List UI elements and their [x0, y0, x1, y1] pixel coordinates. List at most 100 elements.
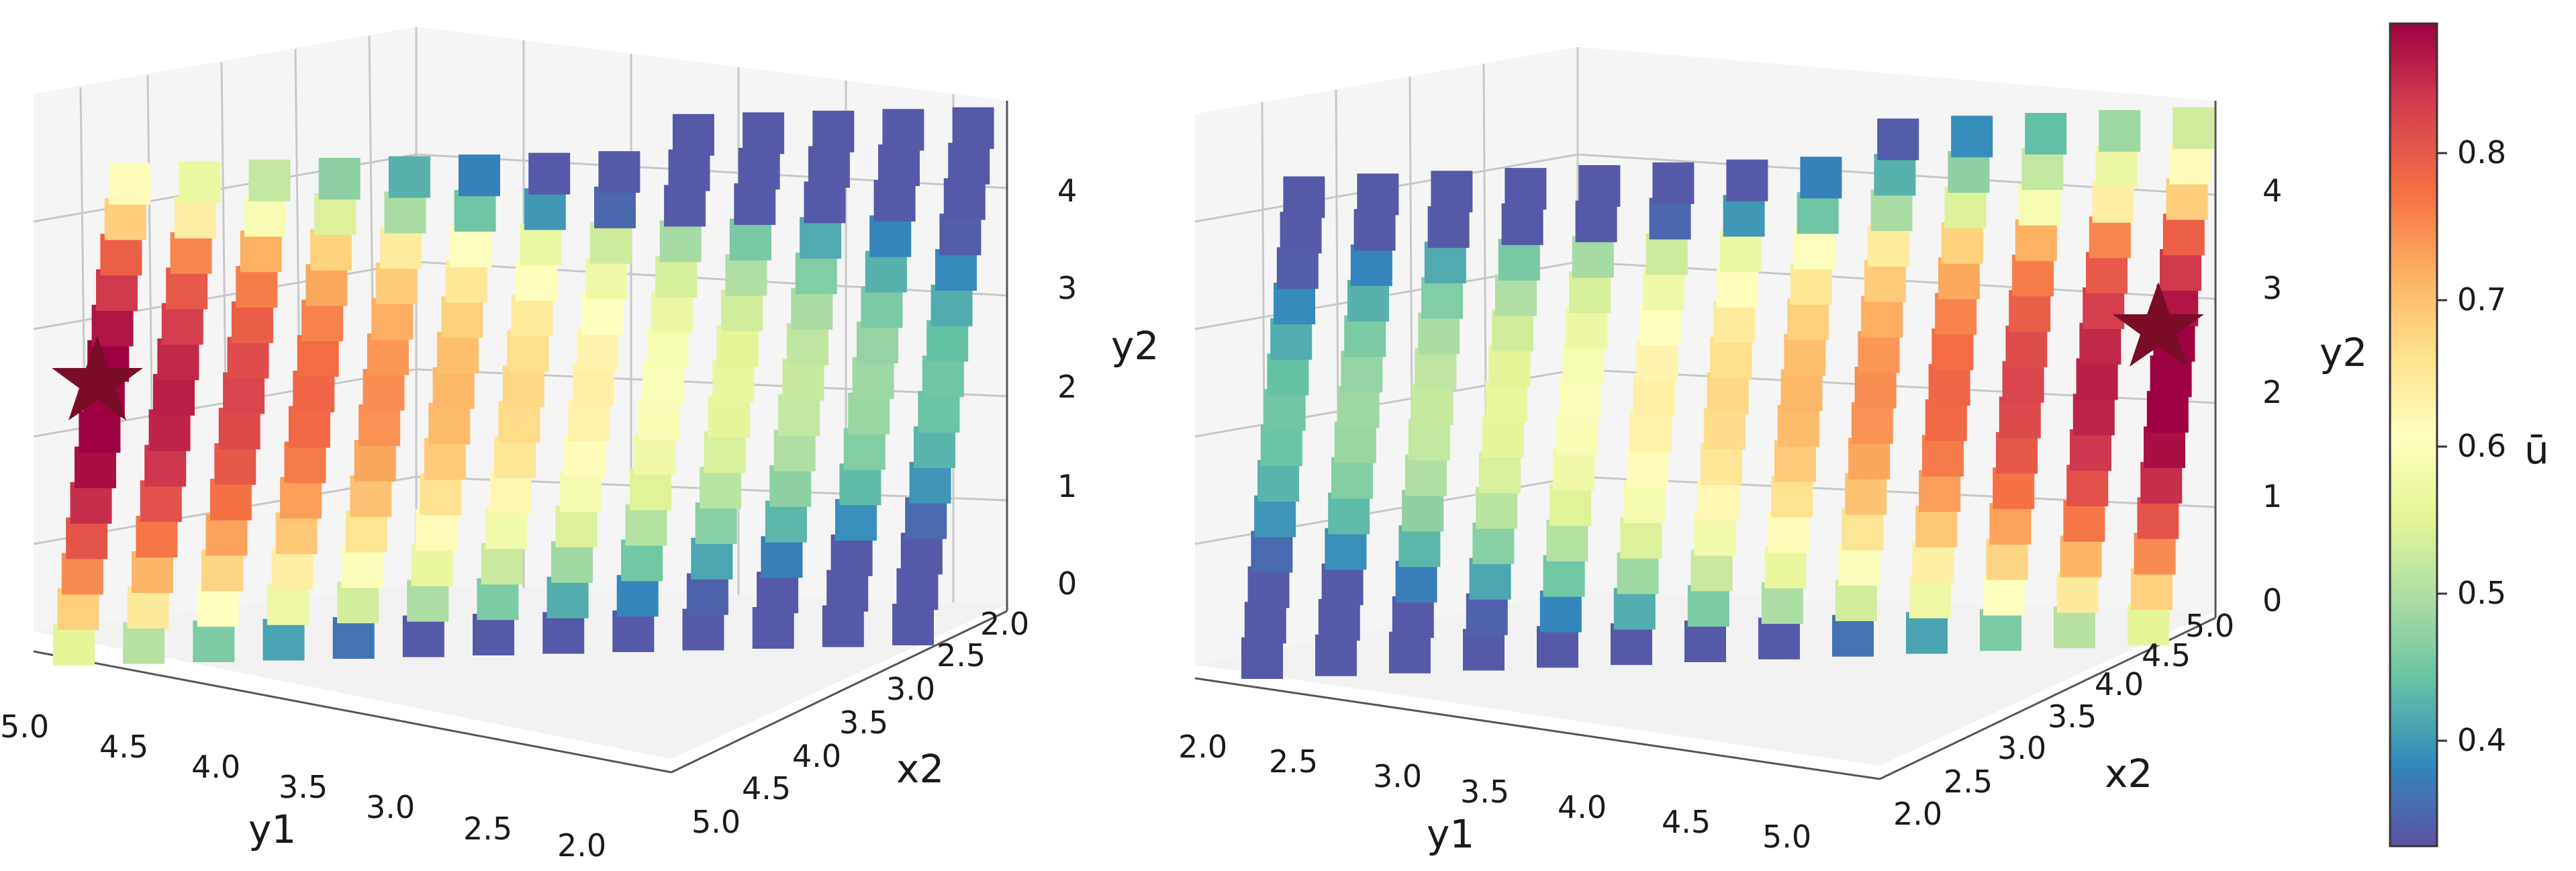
left-voxel — [612, 610, 655, 652]
right-voxel — [1832, 614, 1874, 657]
left-voxel — [551, 541, 593, 583]
right-voxel — [1498, 238, 1540, 281]
right-y-tick-1: 2.5 — [1944, 764, 1993, 800]
colorbar-label: ū — [2524, 427, 2549, 473]
left-x-ticks: 5.0 4.5 4.0 3.5 3.0 2.5 2.0 y1 — [0, 708, 606, 864]
left-voxel — [371, 297, 414, 340]
left-voxel — [416, 509, 457, 551]
left-voxel — [826, 569, 869, 612]
left-voxel — [209, 478, 252, 520]
left-voxel — [175, 196, 216, 238]
left-voxel — [900, 533, 943, 575]
right-voxel — [1703, 408, 1746, 450]
right-voxel — [1543, 555, 1585, 597]
left-y-tick-0: 5.0 — [691, 804, 741, 840]
right-voxel — [1780, 369, 1823, 412]
right-y-tick-5: 4.5 — [2142, 637, 2191, 674]
left-voxel — [616, 575, 659, 617]
right-voxel — [2018, 183, 2060, 226]
left-voxel — [664, 185, 706, 227]
left-voxel — [354, 440, 396, 482]
right-voxel — [1537, 626, 1578, 668]
colorbar-tick-0: 0.4 — [2457, 722, 2506, 758]
left-voxel — [952, 107, 994, 149]
right-voxel — [2144, 426, 2185, 468]
left-voxel — [375, 263, 418, 304]
right-voxel — [1334, 422, 1376, 463]
right-voxel — [1986, 538, 2028, 580]
colorbar-tick-1: 0.5 — [2457, 575, 2506, 611]
left-voxel — [621, 539, 663, 582]
right-z-tick-0: 0 — [2262, 582, 2282, 618]
left-voxel — [459, 154, 500, 197]
right-voxel — [1251, 531, 1293, 573]
left-voxel — [581, 293, 623, 335]
left-voxel — [267, 583, 309, 625]
left-voxel — [594, 186, 636, 228]
right-voxel — [1652, 162, 1695, 204]
right-voxel — [1791, 263, 1832, 305]
left-voxel — [153, 373, 195, 416]
right-voxel — [1854, 367, 1897, 409]
left-voxel — [651, 291, 693, 333]
left-voxel — [61, 553, 103, 595]
left-voxel — [489, 471, 532, 514]
left-voxel — [734, 183, 776, 225]
right-voxel — [1485, 380, 1527, 422]
left-x-tick-2: 4.0 — [191, 749, 240, 785]
left-voxel — [411, 544, 453, 586]
right-voxel — [1851, 402, 1893, 444]
left-voxel — [263, 618, 305, 661]
right-voxel — [1723, 195, 1765, 237]
right-x-tick-4: 4.0 — [1558, 789, 1607, 825]
right-voxel — [1842, 508, 1884, 551]
left-voxel — [573, 363, 614, 406]
right-voxel — [1996, 432, 2038, 474]
left-voxel — [520, 224, 562, 266]
left-voxel — [420, 473, 462, 516]
left-voxel — [70, 482, 112, 524]
right-voxel — [1919, 470, 1961, 512]
left-voxel — [839, 463, 881, 506]
right-x-tick-0: 2.0 — [1178, 729, 1227, 765]
left-voxel — [700, 467, 742, 509]
left-voxel — [896, 568, 939, 610]
left-voxel — [148, 409, 191, 451]
right-voxel — [1835, 579, 1877, 621]
right-voxel — [2021, 148, 2064, 190]
left-voxel — [485, 507, 528, 549]
left-voxel — [638, 398, 680, 440]
left-voxel — [647, 326, 689, 369]
right-voxel — [1418, 312, 1460, 355]
right-voxel — [1636, 339, 1678, 381]
left-voxel — [309, 228, 352, 271]
left-voxel — [655, 256, 698, 297]
left-voxel — [498, 401, 540, 443]
left-voxel — [905, 497, 947, 539]
left-voxel — [140, 480, 182, 522]
left-voxel — [542, 612, 585, 654]
right-voxel — [1629, 410, 1672, 453]
right-voxel — [1983, 574, 2025, 616]
right-voxel — [1613, 588, 1656, 630]
right-voxel — [1710, 336, 1752, 379]
right-voxel — [1283, 176, 1325, 218]
right-voxel — [1331, 457, 1373, 499]
right-voxel — [1347, 279, 1389, 322]
right-voxel — [1488, 345, 1531, 387]
right-voxel — [1315, 634, 1357, 676]
right-voxel — [1912, 541, 1954, 583]
right-voxel — [2072, 394, 2115, 436]
left-voxel — [240, 230, 282, 273]
left-3d-plot: 4 3 2 1 0 y2 5.0 4.5 4.0 3.5 3.0 2.5 2.0… — [0, 27, 1159, 864]
right-voxel — [2005, 325, 2048, 367]
left-y-ticks: 5.0 4.5 4.0 3.5 3.0 2.5 2.0 x2 — [691, 606, 1029, 840]
right-voxel — [1800, 156, 1842, 199]
left-voxel — [869, 215, 912, 257]
right-voxel — [1645, 233, 1688, 275]
right-voxel — [1466, 593, 1508, 635]
right-voxel — [1948, 151, 1990, 193]
right-voxel — [1247, 566, 1290, 608]
right-voxel — [1569, 271, 1611, 314]
